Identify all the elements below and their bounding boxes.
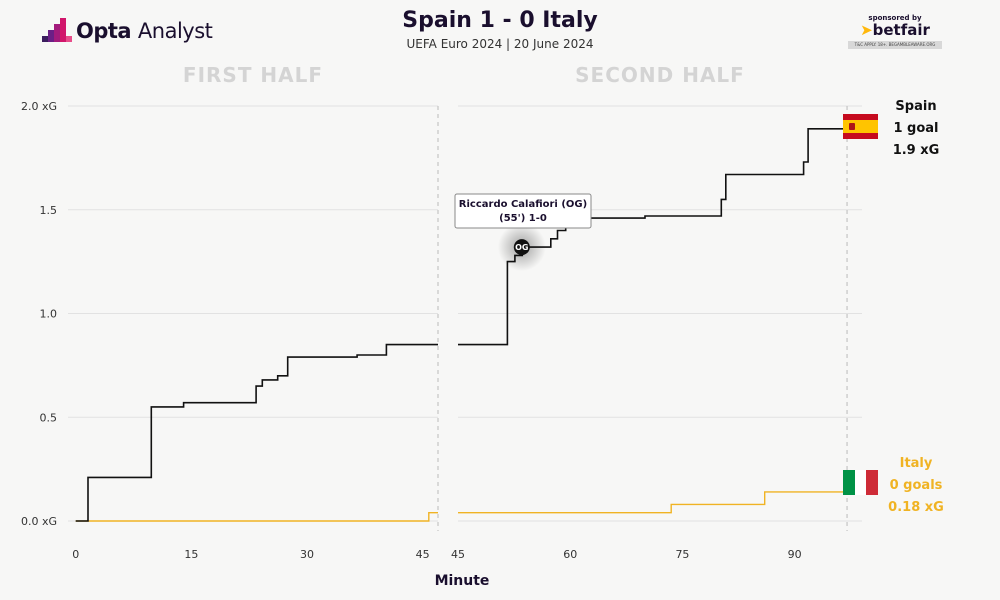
italy-flag-green	[843, 470, 855, 495]
legend-italy-name: Italy	[900, 456, 933, 471]
opta-analyst-logo: Opta Analyst	[40, 16, 220, 52]
x-axis-label: Minute	[435, 573, 490, 589]
sponsor-brand: betfair	[872, 21, 930, 39]
logo-brand: Opta	[76, 19, 132, 43]
italy-flag-white	[855, 470, 866, 495]
spain-flag	[843, 114, 878, 139]
x-tick-label: 90	[788, 548, 802, 561]
spain-flag-yellow	[843, 120, 878, 133]
panel-title-1: SECOND HALF	[575, 63, 745, 87]
x-tick-label: 15	[184, 548, 198, 561]
x-tick-label: 30	[300, 548, 314, 561]
y-tick-label: 1.5	[40, 204, 58, 217]
sponsor-line: sponsored by	[868, 14, 922, 22]
og-badge-circle	[513, 239, 530, 256]
x-tick-label: 45	[451, 548, 465, 561]
sponsor-terms: T&C APPLY. 18+. BEGAMBLEAWARE.ORG	[848, 41, 942, 49]
italy-flag-red	[866, 470, 878, 495]
legend-italy-goals: 0 goals	[890, 478, 943, 493]
opta-logo-icon	[42, 18, 72, 42]
logo-wordmark: Opta Analyst	[76, 19, 213, 43]
chart-subtitle: UEFA Euro 2024 | 20 June 2024	[406, 37, 594, 51]
legend-italy-xg: 0.18 xG	[888, 500, 944, 515]
sponsor-badge: sponsored by ➤betfair T&C APPLY. 18+. BE…	[845, 14, 945, 54]
spain-flag-crest	[849, 123, 855, 130]
y-tick-label: 1.0	[40, 308, 58, 321]
y-tick-label: 2.0 xG	[21, 100, 57, 113]
y-tick-label: 0.5	[40, 411, 58, 424]
italy-flag	[843, 470, 878, 495]
legend-spain-goals: 1 goal	[893, 121, 938, 136]
y-tick-label: 0.0 xG	[21, 515, 57, 528]
sponsor-brand-wordmark: ➤betfair	[845, 21, 945, 39]
annotation-line1: Riccardo Calafiori (OG)	[459, 199, 587, 210]
legend-spain-name: Spain	[895, 99, 936, 114]
x-tick-label: 75	[675, 548, 689, 561]
italy-xg-line-1	[75, 512, 438, 522]
x-tick-label: 45	[416, 548, 430, 561]
x-tick-label: 60	[563, 548, 577, 561]
og-badge-label: OG	[515, 243, 528, 252]
x-tick-label: 0	[72, 548, 79, 561]
chart-title: Spain 1 - 0 Italy	[402, 8, 598, 33]
spain-xg-line-1	[75, 343, 438, 522]
italy-xg-line-2	[458, 483, 848, 514]
logo-product: Analyst	[137, 19, 213, 43]
panel-title-0: FIRST HALF	[183, 63, 323, 87]
legend-spain-xg: 1.9 xG	[893, 143, 940, 158]
annotation-line2: (55') 1-0	[499, 213, 547, 224]
annotation-box	[454, 193, 592, 229]
betfair-arrow-icon: ➤	[860, 21, 873, 39]
